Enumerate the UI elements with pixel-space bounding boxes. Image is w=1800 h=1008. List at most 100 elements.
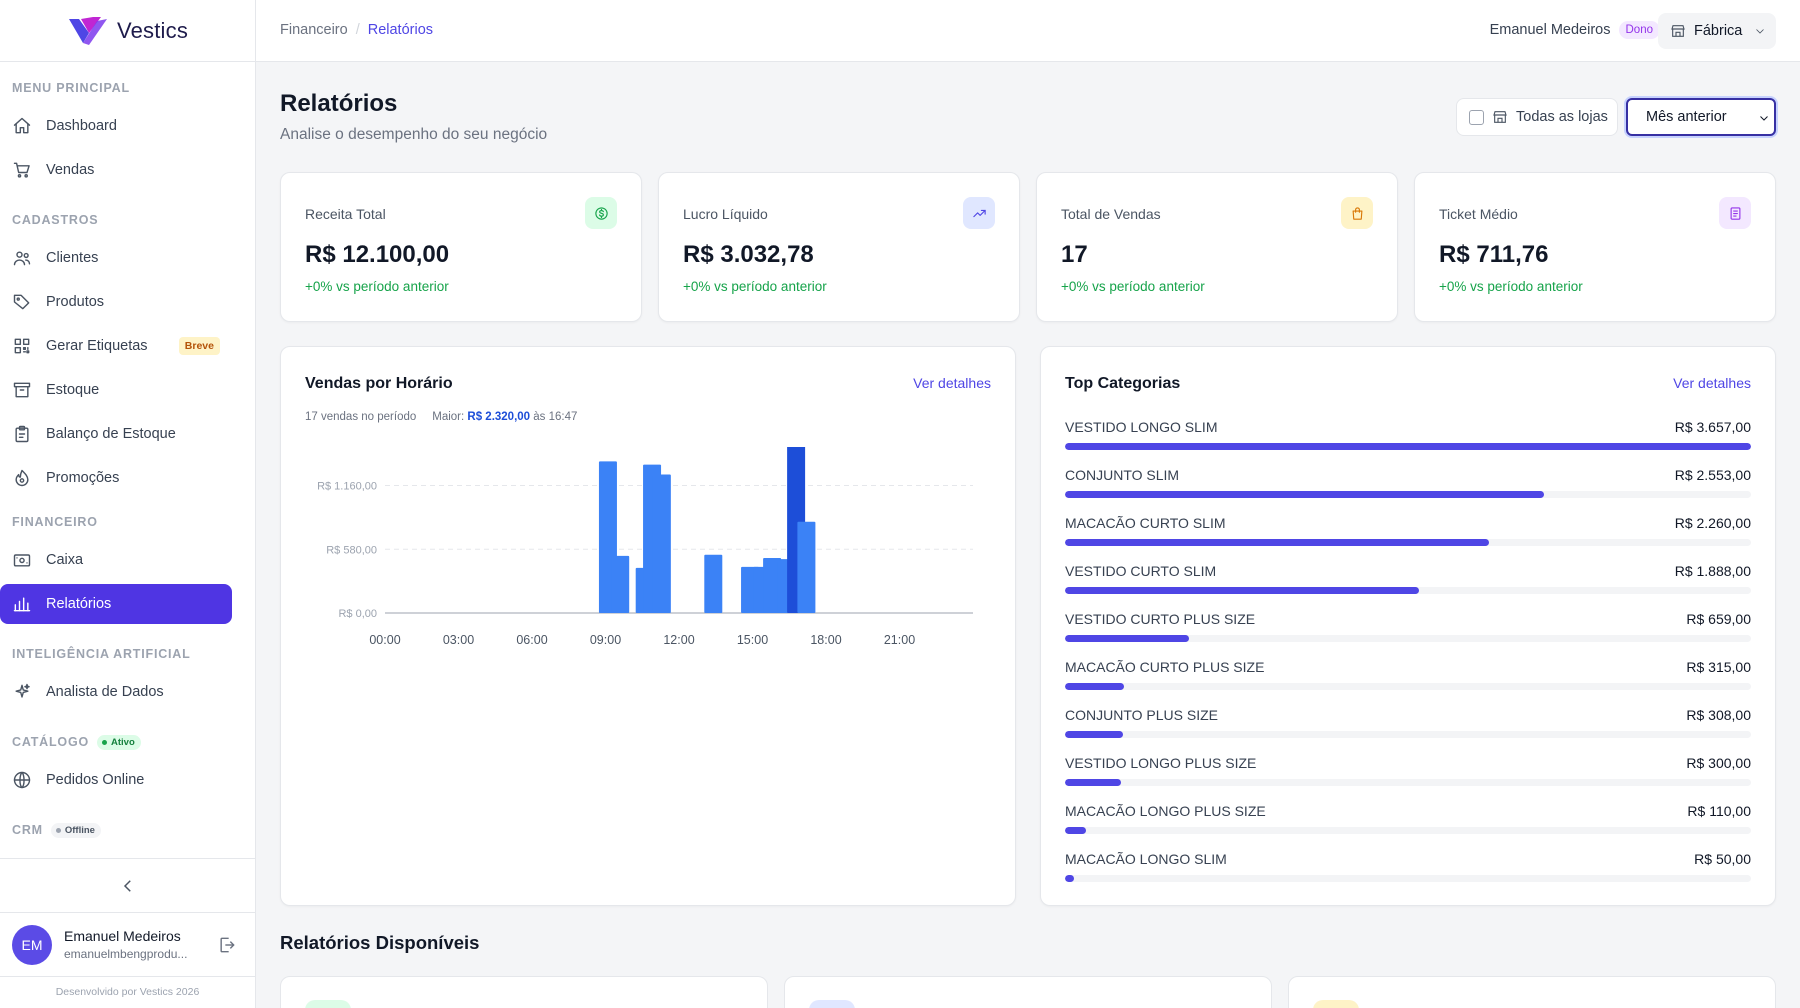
report-card[interactable]: [280, 976, 768, 1008]
sidebar-item-label: Analista de Dados: [46, 684, 164, 700]
kpi-delta: +0% vs período anterior: [1439, 279, 1583, 294]
categories-details-link[interactable]: Ver detalhes: [1673, 375, 1751, 391]
qrcode-icon: [14, 338, 30, 354]
top-categories-card: Top Categorias Ver detalhes VESTIDO LONG…: [1040, 346, 1776, 906]
sidebar-item-label: Dashboard: [46, 118, 117, 134]
category-name: VESTIDO CURTO SLIM: [1065, 563, 1217, 579]
category-row: VESTIDO CURTO PLUS SIZE R$ 659,00: [1065, 611, 1751, 659]
category-value: R$ 50,00: [1694, 851, 1751, 867]
report-card[interactable]: [784, 976, 1272, 1008]
sidebar-item-caixa[interactable]: Caixa: [0, 540, 232, 580]
all-stores-toggle[interactable]: Todas as lojas: [1456, 98, 1618, 136]
period-value: Mês anterior: [1646, 109, 1727, 125]
kpi-delta: +0% vs período anterior: [683, 279, 827, 294]
category-row: VESTIDO LONGO PLUS SIZE R$ 300,00: [1065, 755, 1751, 803]
users-icon: [13, 251, 31, 266]
sidebar-item-label: Relatórios: [46, 596, 112, 612]
all-stores-checkbox[interactable]: [1469, 109, 1484, 125]
category-bar-fill: [1065, 539, 1489, 546]
period-select[interactable]: Mês anterior: [1626, 98, 1776, 136]
kpi-icon-box: [585, 197, 617, 229]
category-bar-track: [1065, 779, 1751, 786]
report-card[interactable]: [1288, 976, 1776, 1008]
trending-up-icon: [972, 209, 986, 217]
category-value: R$ 308,00: [1686, 707, 1751, 723]
sidebar-item-label: Pedidos Online: [46, 772, 145, 788]
report-icon: [809, 1000, 855, 1008]
sidebar-item-gerar-etiquetas[interactable]: Gerar Etiquetas Breve: [0, 326, 232, 366]
kpi-label: Lucro Líquido: [683, 206, 768, 222]
category-row: MACACÃO CURTO SLIM R$ 2.260,00: [1065, 515, 1751, 563]
category-bar-track: [1065, 539, 1751, 546]
store-selector[interactable]: Fábrica: [1658, 13, 1776, 49]
archive-icon: [13, 382, 31, 398]
all-stores-label: Todas as lojas: [1516, 109, 1608, 125]
nav-section-title: CADASTROS: [0, 213, 232, 227]
category-bar-fill: [1065, 683, 1125, 690]
x-tick-label: 15:00: [737, 633, 768, 647]
status-dot: [102, 739, 107, 745]
kpi-card: Lucro Líquido R$ 3.032,78 +0% vs período…: [658, 172, 1020, 322]
sidebar-item-dashboard[interactable]: Dashboard: [0, 106, 232, 146]
sidebar-item-produtos[interactable]: Produtos: [0, 282, 232, 322]
category-value: R$ 659,00: [1686, 611, 1751, 627]
sidebar-item-pedidos-online[interactable]: Pedidos Online: [0, 760, 232, 800]
sidebar-item-label: Promoções: [46, 470, 120, 486]
category-bar-fill: [1065, 587, 1420, 594]
vestics-logo-icon: [68, 16, 107, 45]
category-bar-track: [1065, 827, 1751, 834]
chevron-down-icon: [1756, 29, 1765, 34]
cash-icon: [13, 554, 31, 567]
y-tick-label: R$ 1.160,00: [317, 481, 377, 493]
status-label: Offline: [64, 824, 95, 836]
category-value: R$ 110,00: [1687, 803, 1751, 819]
sidebar-item-vendas[interactable]: Vendas: [0, 150, 232, 190]
sidebar-item-relatorios[interactable]: Relatórios: [0, 584, 232, 624]
nav-section-label: MENU PRINCIPAL: [12, 81, 130, 95]
soon-badge: Breve: [178, 337, 220, 355]
bar: [797, 521, 816, 613]
x-tick-label: 21:00: [884, 633, 915, 647]
category-name: MACACÃO CURTO SLIM: [1065, 515, 1226, 531]
breadcrumb-financeiro[interactable]: Financeiro: [280, 22, 348, 38]
hourly-sales-chart: R$ 0,00R$ 580,00R$ 1.160,00R$ 1.740,00R$…: [317, 447, 973, 647]
sidebar-item-label: Estoque: [46, 382, 100, 398]
reports-section-title: Relatórios Disponíveis: [280, 932, 480, 953]
sidebar-item-balanco-de-estoque[interactable]: Balanço de Estoque: [0, 414, 232, 454]
category-row: VESTIDO CURTO SLIM R$ 1.888,00: [1065, 563, 1751, 611]
avatar[interactable]: EM: [12, 924, 52, 965]
status-badge: Ativo: [97, 734, 141, 750]
sidebar-item-label: Balanço de Estoque: [46, 426, 176, 442]
app-name: Vestics: [116, 17, 189, 43]
category-name: MACACÃO LONGO SLIM: [1065, 851, 1227, 867]
category-value: R$ 1.888,00: [1674, 563, 1751, 579]
kpi-icon-box: [963, 197, 995, 229]
logout-icon[interactable]: [217, 935, 237, 955]
x-tick-label: 18:00: [810, 633, 841, 647]
logo[interactable]: Vestics: [0, 0, 255, 62]
store-name: Fábrica: [1694, 23, 1743, 39]
sidebar-item-clientes[interactable]: Clientes: [0, 238, 232, 278]
category-name: CONJUNTO PLUS SIZE: [1065, 707, 1218, 723]
kpi-delta: +0% vs período anterior: [1061, 279, 1205, 294]
cart-icon: [13, 162, 30, 178]
category-row: MACACÃO LONGO PLUS SIZE R$ 110,00: [1065, 803, 1751, 851]
sidebar-item-estoque[interactable]: Estoque: [0, 370, 232, 410]
nav-section-title: CATÁLOGO Ativo: [0, 734, 232, 750]
sidebar-item-analista-de-dados[interactable]: Analista de Dados: [0, 672, 232, 712]
top-user-info: Emanuel Medeiros Dono: [1490, 21, 1660, 39]
topbar: Financeiro / Relatórios Emanuel Medeiros…: [256, 0, 1800, 62]
category-value: R$ 2.260,00: [1674, 515, 1751, 531]
collapse-sidebar-button[interactable]: [0, 858, 255, 912]
sparkles-icon: [15, 683, 30, 698]
sidebar-item-label: Clientes: [46, 250, 99, 266]
status-badge: Offline: [50, 822, 101, 838]
kpi-card: Ticket Médio R$ 711,76 +0% vs período an…: [1414, 172, 1776, 322]
sidebar-item-promocoes[interactable]: Promoções: [0, 458, 232, 498]
store-icon: [1493, 111, 1507, 123]
top-user-name: Emanuel Medeiros: [1489, 22, 1611, 38]
nav-section-label: CADASTROS: [12, 213, 99, 227]
sidebar-item-label: Gerar Etiquetas: [46, 338, 148, 354]
percent-icon: [15, 469, 29, 487]
hourly-details-link[interactable]: Ver detalhes: [913, 375, 991, 391]
